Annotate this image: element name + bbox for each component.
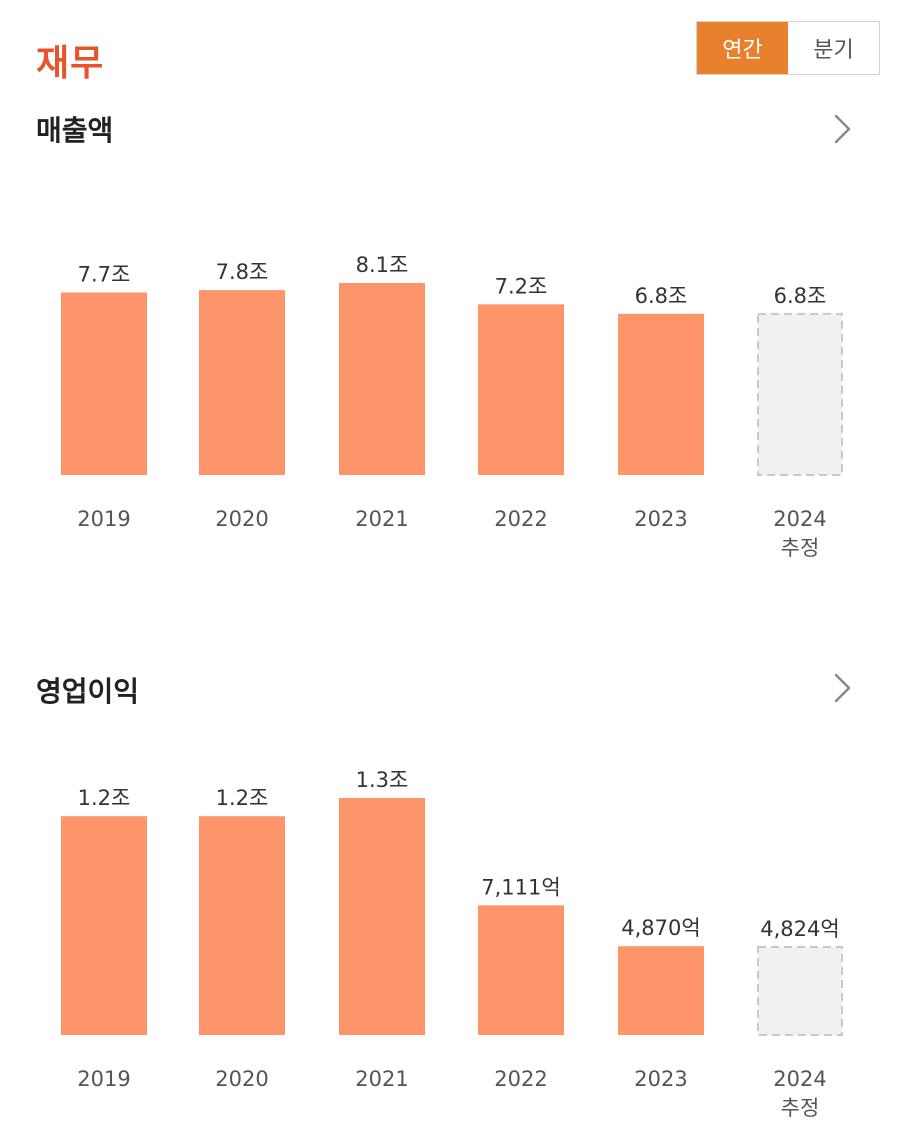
- operating-profit-more-chevron-right-icon[interactable]: [830, 671, 856, 705]
- bar-2023: [618, 313, 704, 475]
- estimate-bar-2024: [757, 946, 843, 1036]
- toggle-annual-button[interactable]: 연간: [697, 22, 788, 74]
- toggle-quarterly-button[interactable]: 분기: [788, 22, 879, 74]
- value-label-2023: 4,870억: [621, 916, 700, 940]
- period-toggle[interactable]: 연간 분기: [696, 21, 880, 75]
- bar-2020: [199, 290, 285, 475]
- page-title: 재무: [36, 43, 105, 84]
- value-label-2022: 7,111억: [481, 875, 560, 899]
- x-tick-label-2022: 2022: [494, 507, 547, 531]
- x-tick-label-2022: 2022: [494, 1067, 547, 1091]
- bar-2019: [61, 292, 147, 475]
- value-label-2024: 6.8조: [774, 284, 827, 308]
- value-label-2020: 1.2조: [216, 786, 269, 810]
- value-label-2022: 7.2조: [495, 274, 548, 298]
- x-tick-label-2019: 2019: [77, 507, 130, 531]
- x-tick-label-2020: 2020: [215, 1067, 268, 1091]
- value-label-2023: 6.8조: [635, 284, 688, 308]
- value-label-2021: 8.1조: [356, 253, 409, 277]
- operating-profit-section-title: 영업이익: [36, 675, 140, 708]
- value-label-2019: 1.2조: [78, 786, 131, 810]
- value-label-2021: 1.3조: [356, 768, 409, 792]
- revenue-bar-chart: 7.7조 2019 7.8조 2020 8.1조 2021 7.2조 2022 6.8조 2023…: [61, 253, 843, 560]
- x-tick-label-2023: 2023: [634, 1067, 687, 1091]
- bar-2023: [618, 946, 704, 1035]
- x-tick-label-2019: 2019: [77, 1067, 130, 1091]
- bar-2022: [478, 905, 564, 1035]
- estimate-sublabel: 추정: [781, 1096, 820, 1120]
- bar-2022: [478, 304, 564, 475]
- value-label-2019: 7.7조: [78, 262, 131, 286]
- bar-2021: [339, 798, 425, 1035]
- x-tick-label-2024: 2024: [773, 1067, 826, 1091]
- x-tick-label-2023: 2023: [634, 507, 687, 531]
- value-label-2024: 4,824억: [760, 917, 839, 941]
- x-tick-label-2021: 2021: [355, 507, 408, 531]
- bar-2020: [199, 816, 285, 1035]
- revenue-more-chevron-right-icon[interactable]: [830, 112, 856, 146]
- estimate-sublabel: 추정: [781, 536, 820, 560]
- estimate-bar-2024: [757, 312, 843, 476]
- revenue-section-title: 매출액: [36, 114, 114, 147]
- operating-profit-bar-chart: 1.2조 2019 1.2조 2020 1.3조 2021 7,111억 2022 4,870억…: [61, 768, 843, 1120]
- x-tick-label-2021: 2021: [355, 1067, 408, 1091]
- bar-2019: [61, 816, 147, 1035]
- x-tick-label-2024: 2024: [773, 507, 826, 531]
- value-label-2020: 7.8조: [216, 260, 269, 284]
- bar-2021: [339, 283, 425, 475]
- x-tick-label-2020: 2020: [215, 507, 268, 531]
